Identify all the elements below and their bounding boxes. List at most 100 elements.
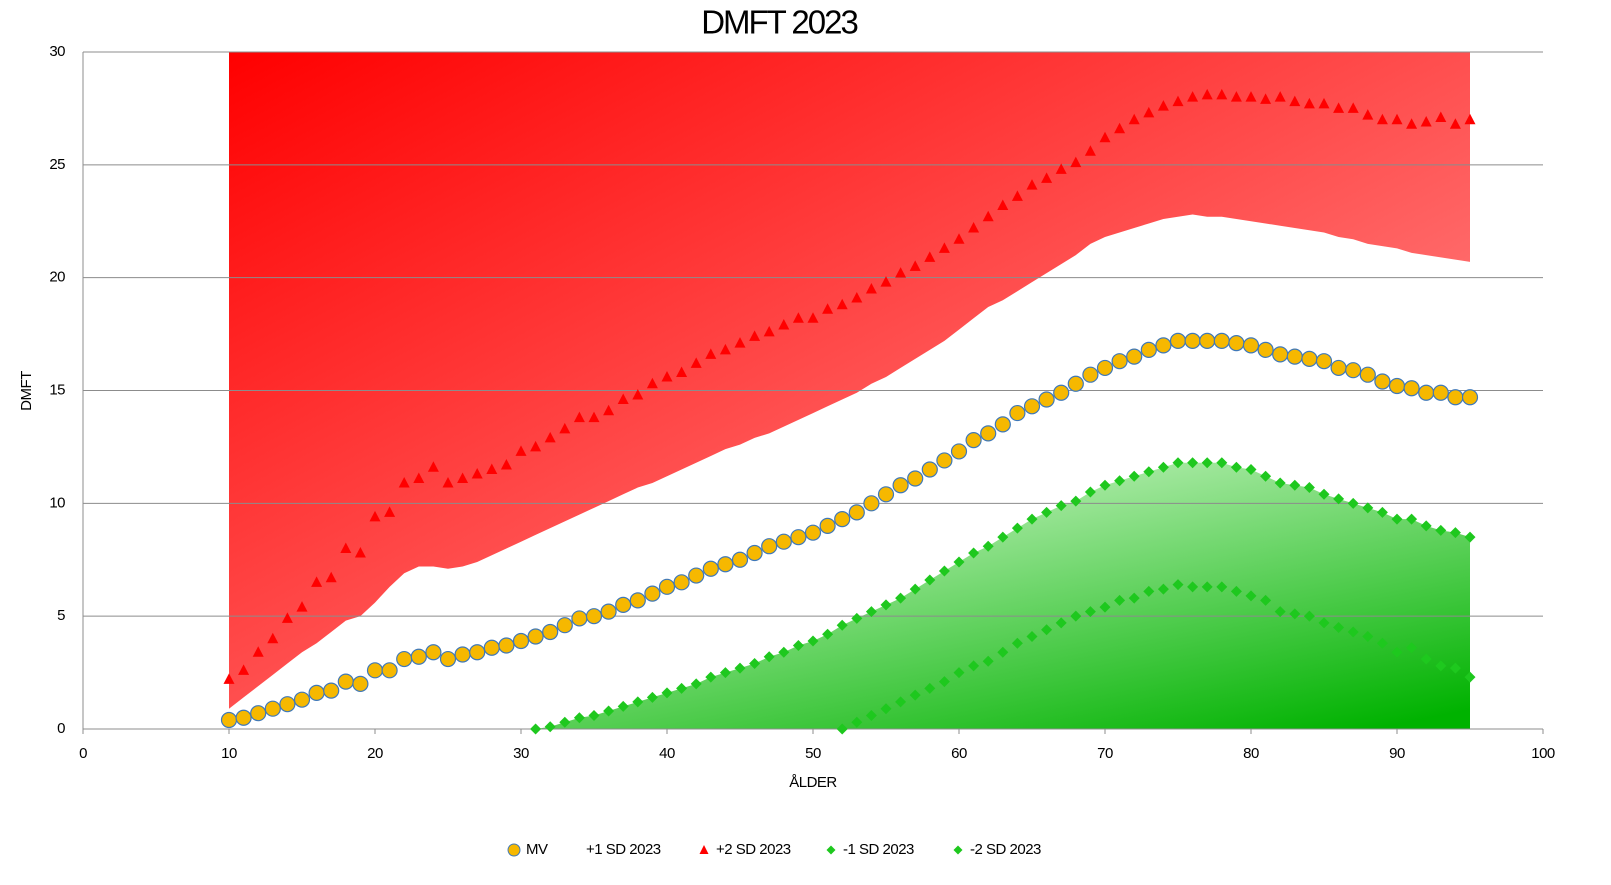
- mv-point: [279, 696, 296, 713]
- sd-point: [895, 592, 907, 604]
- chart-title: DMFT 2023: [701, 4, 857, 41]
- mv-point: [746, 544, 763, 562]
- mv-point: [1374, 373, 1391, 390]
- mv-point: [629, 592, 646, 609]
- sd-point: [749, 658, 761, 670]
- sd-point: [559, 716, 571, 728]
- sd-point: [968, 222, 980, 233]
- legend-marker: [826, 845, 836, 855]
- mv-point: [1315, 353, 1333, 370]
- sd-point: [982, 655, 994, 667]
- sd-point: [924, 682, 936, 694]
- y-tick-label: 20: [49, 269, 65, 286]
- sd-point: [836, 298, 848, 310]
- mv-point: [1461, 389, 1479, 406]
- sd-point: [1347, 497, 1359, 509]
- sd-point: [968, 547, 980, 559]
- sd-point: [1172, 457, 1184, 469]
- sd-point: [792, 312, 804, 323]
- sd-point: [1362, 502, 1374, 514]
- sd-point: [997, 531, 1009, 543]
- mv-point: [264, 700, 281, 717]
- sd-point: [340, 542, 352, 553]
- sd-point: [1157, 583, 1169, 595]
- mv-point: [454, 646, 471, 663]
- x-tick-label: 10: [221, 745, 237, 762]
- sd-point: [281, 612, 293, 623]
- mv-point: [658, 578, 676, 595]
- sd-point: [1128, 470, 1140, 482]
- areas: [229, 52, 1470, 729]
- sd-point: [938, 565, 950, 577]
- mv-point: [1082, 366, 1099, 383]
- sd-point: [982, 210, 994, 222]
- mv-point: [439, 650, 457, 668]
- sd-point: [1157, 461, 1169, 473]
- mv-point: [848, 504, 865, 521]
- legend: MV +1 SD 2023 +2 SD 2023 -1 SD 2023 -2 SD 20…: [507, 841, 1042, 858]
- mv-point: [1286, 348, 1303, 365]
- x-tick-label: 40: [659, 745, 675, 762]
- sd-point: [1274, 91, 1286, 102]
- y-tick-label: 25: [49, 156, 65, 173]
- mv-point: [1388, 377, 1406, 395]
- sd-point: [1026, 179, 1038, 190]
- sd-point: [1216, 581, 1228, 593]
- sd-point: [311, 576, 323, 587]
- sd-point: [1318, 488, 1330, 500]
- sd-point: [1406, 642, 1418, 654]
- sd-point: [719, 667, 731, 679]
- sd-point: [807, 635, 819, 647]
- sd-point: [530, 723, 542, 735]
- sd-point: [690, 357, 702, 368]
- sd-point: [778, 646, 790, 658]
- mv-point: [1213, 332, 1230, 349]
- mv-point: [731, 551, 749, 568]
- mv-point: [366, 662, 384, 679]
- mv-point: [469, 644, 486, 661]
- sd-point: [705, 348, 717, 359]
- sd-point: [1376, 506, 1388, 518]
- x-tick-label: 90: [1389, 745, 1405, 762]
- sd-point: [1187, 581, 1199, 593]
- sd-point: [1114, 475, 1126, 487]
- mv-point: [396, 650, 413, 668]
- sd-point: [1260, 594, 1272, 606]
- sd-point: [1070, 610, 1082, 622]
- sd-point: [1245, 91, 1257, 102]
- sd-point: [559, 422, 571, 434]
- sd-point: [369, 510, 381, 522]
- sd-point: [909, 689, 921, 701]
- x-tick-label: 20: [367, 745, 383, 762]
- sd-point: [1230, 461, 1242, 473]
- sd-point: [1011, 637, 1023, 649]
- sd-point: [909, 260, 921, 271]
- sd-point: [953, 667, 965, 679]
- mv-point: [1432, 384, 1449, 401]
- sd-point: [384, 506, 396, 517]
- mv-point: [556, 617, 573, 634]
- legend-label: MV: [526, 841, 548, 858]
- sd-point: [851, 612, 863, 624]
- sd-point: [851, 291, 863, 303]
- legend-label: -2 SD 2023: [970, 841, 1041, 858]
- sd-point: [982, 540, 994, 552]
- sd-point: [1216, 88, 1228, 100]
- sd-point: [997, 646, 1009, 658]
- sd-point: [1449, 662, 1461, 674]
- sd-point: [1011, 522, 1023, 534]
- sd-point: [1084, 145, 1096, 156]
- mv-point: [250, 705, 267, 722]
- sd-point: [457, 472, 469, 484]
- mv-point: [293, 691, 311, 708]
- sd-point: [296, 601, 308, 612]
- mv-point: [1359, 366, 1376, 383]
- mv-point: [717, 556, 734, 573]
- sd-point: [1201, 88, 1213, 100]
- sd-point: [880, 703, 892, 715]
- x-tick-label: 80: [1243, 745, 1259, 762]
- sd-point: [1157, 100, 1169, 111]
- mv-point: [1301, 350, 1318, 368]
- sd-point: [1464, 113, 1476, 125]
- mv-point: [994, 416, 1011, 433]
